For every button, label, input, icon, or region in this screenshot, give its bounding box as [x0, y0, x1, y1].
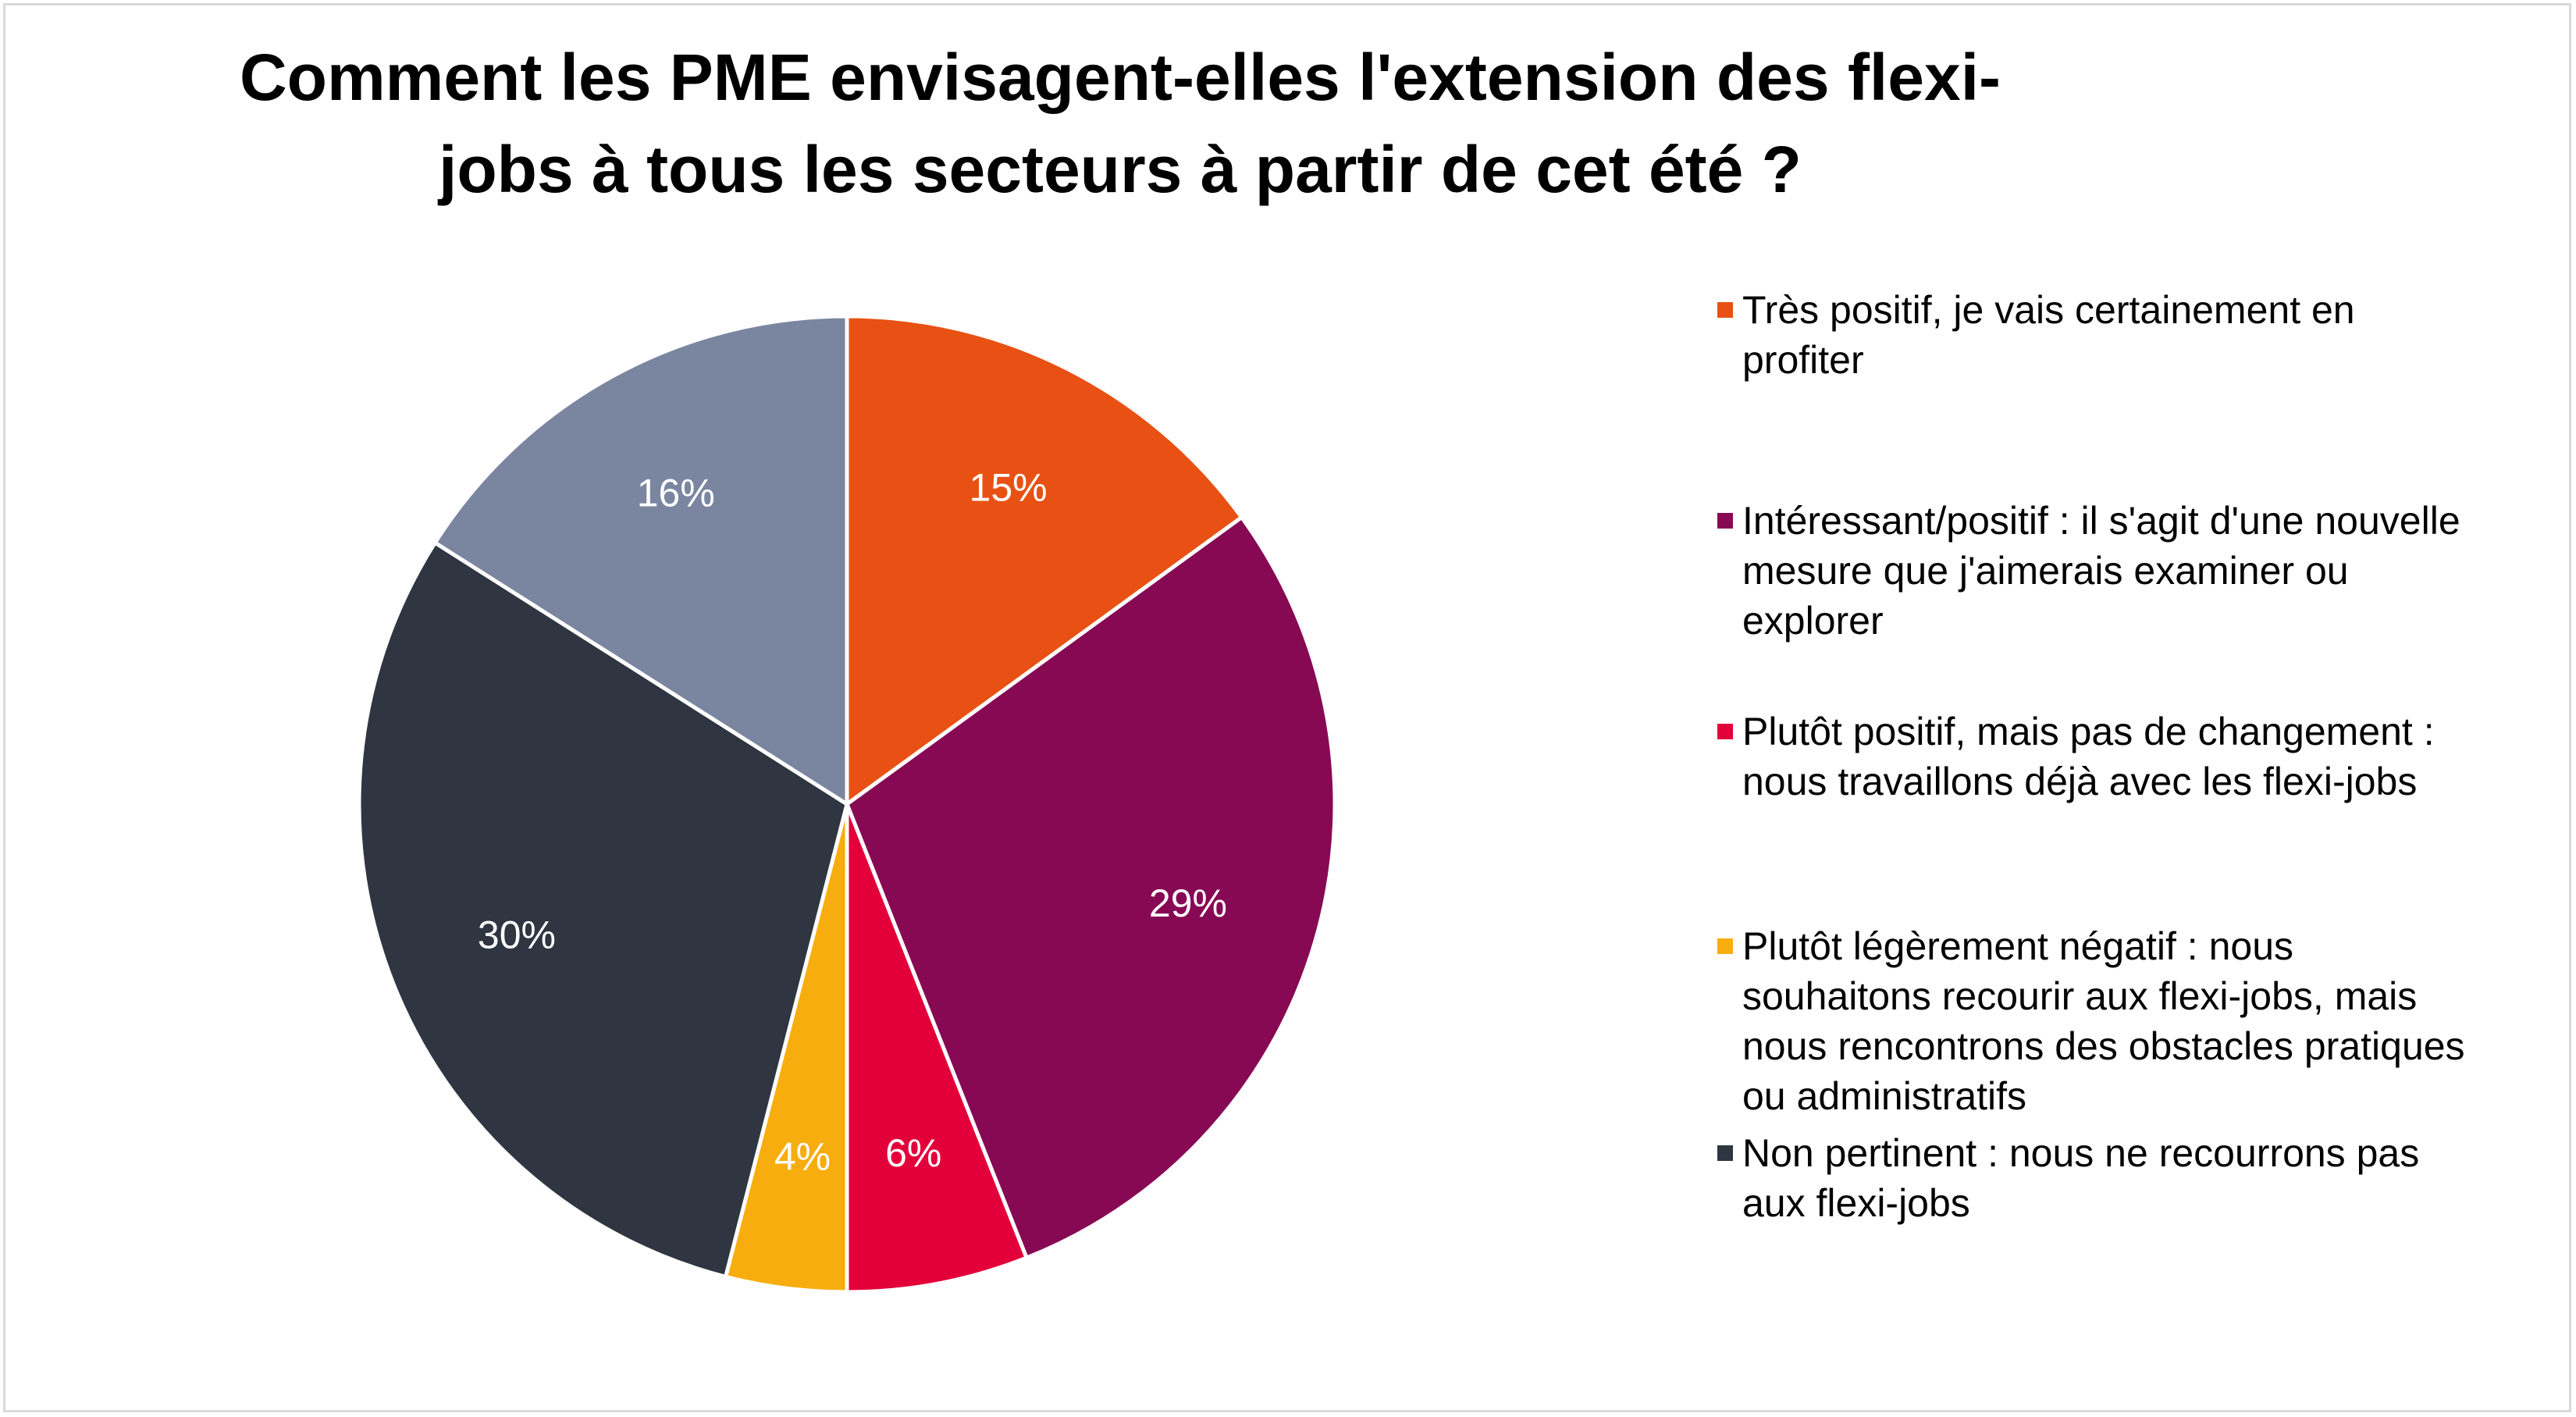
legend-label-line: Plutôt légèrement négatif : nous: [1742, 924, 2294, 968]
legend-swatch-4: [1717, 938, 1733, 954]
legend-label-1: Très positif, je vais certainement en pro…: [1742, 285, 2554, 385]
legend-label-line: Plutôt positif, mais pas de changement :: [1742, 710, 2435, 753]
pie-slice-label-1: 15%: [970, 466, 1048, 510]
pie-slice-label-5: 30%: [478, 913, 556, 956]
legend-label-line: aux flexi-jobs: [1742, 1181, 1970, 1225]
chart-title-line-2: jobs à tous les secteurs à partir de cet…: [439, 133, 1802, 206]
legend-label-line: Très positif, je vais certainement en: [1742, 288, 2355, 332]
pie-slice-label-3: 6%: [885, 1131, 941, 1175]
legend-label-line: Intéressant/positif : il s'agit d'une no…: [1742, 499, 2460, 543]
pie-slice-label-6: 16%: [637, 471, 715, 514]
pie-slice-3: [845, 803, 1030, 1294]
pie-slice-1: [845, 314, 1245, 808]
legend-swatch-5: [1717, 1145, 1733, 1161]
legend-label-line: ou administratifs: [1742, 1074, 2027, 1118]
pie-slice-2: [844, 514, 1337, 1261]
pie-slice-label-2: 29%: [1149, 881, 1227, 925]
legend-swatch-3: [1717, 724, 1733, 739]
legend-label-line: Non pertinent : nous ne recourrons pas: [1742, 1131, 2420, 1175]
legend-label-3: Plutôt positif, mais pas de changement :…: [1742, 707, 2554, 806]
legend-label-line: mesure que j'aimerais examiner ou: [1742, 549, 2349, 593]
pie-slice-6: [432, 314, 849, 808]
chart-title: Comment les PME envisagent-elles l'exten…: [156, 31, 2084, 215]
pie-slice-label-4: 4%: [774, 1134, 831, 1178]
legend-label-2: Intéressant/positif : il s'agit d'une no…: [1742, 496, 2554, 646]
legend-label-5: Non pertinent : nous ne recourrons pas au…: [1742, 1128, 2554, 1228]
legend-label-line: souhaitons recourir aux flexi-jobs, mais: [1742, 974, 2418, 1018]
chart-title-line-1: Comment les PME envisagent-elles l'exten…: [239, 41, 2001, 114]
legend-label-line: explorer: [1742, 599, 1884, 643]
legend-swatch-2: [1717, 513, 1733, 529]
legend-swatch-1: [1717, 302, 1733, 318]
legend-label-line: nous rencontrons des obstacles pratiques: [1742, 1024, 2465, 1068]
pie-slice-5: [357, 539, 849, 1280]
legend-label-line: profiter: [1742, 338, 1864, 382]
legend-label-line: nous travaillons déjà avec les flexi-job…: [1742, 760, 2418, 803]
legend-label-4: Plutôt légèrement négatif : nous souhaito…: [1742, 921, 2554, 1121]
